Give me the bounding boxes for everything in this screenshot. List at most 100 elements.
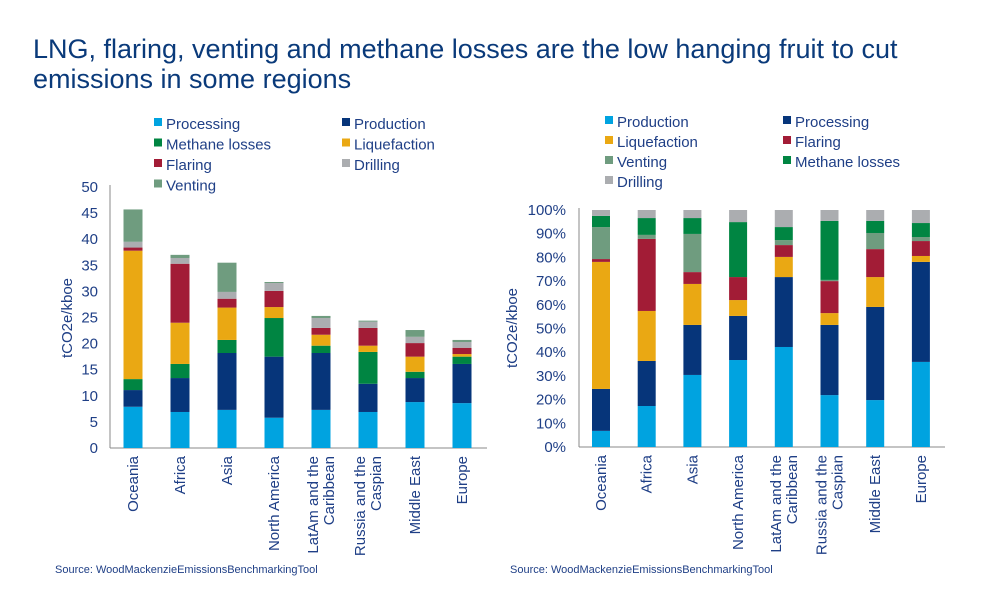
- bar-segment-flaring: [123, 247, 143, 251]
- y-tick-label: 70%: [536, 273, 566, 290]
- x-tick-label: Africa: [172, 455, 189, 494]
- bar-segment-flaring: [866, 249, 885, 278]
- bar-segment-processing: [774, 277, 793, 347]
- bar-segment-processing: [123, 406, 143, 448]
- bar-segment-production: [264, 356, 284, 418]
- bar-segment-flaring: [592, 259, 610, 262]
- bar-segment-liquefaction: [729, 300, 748, 316]
- bar-segment-venting: [123, 209, 143, 242]
- legend-swatch: [605, 156, 613, 164]
- bar-segment-processing: [911, 261, 930, 362]
- legend-label: Methane losses: [166, 137, 271, 154]
- bar-segment-liquefaction: [452, 354, 472, 357]
- bar-segment-methane-losses: [592, 215, 610, 228]
- y-tick-label: 10: [81, 388, 98, 405]
- bar-segment-venting: [358, 320, 378, 322]
- x-tick-label: LatAm and the: [768, 455, 785, 553]
- legend-swatch: [154, 159, 162, 167]
- bar-segment-liquefaction: [405, 356, 425, 372]
- x-tick-label: Russia and the: [814, 455, 831, 555]
- bar-segment-processing: [217, 409, 237, 448]
- x-tick-label: Europe: [913, 455, 930, 503]
- bar-segment-processing: [452, 403, 472, 448]
- bar-segment-production: [170, 378, 190, 412]
- bar-segment-venting: [170, 254, 190, 258]
- legend-label: Production: [617, 114, 689, 131]
- legend-swatch: [783, 116, 791, 124]
- legend-label: Liquefaction: [617, 134, 698, 151]
- x-tick-label: Russia and the: [352, 456, 369, 556]
- x-tick-label: North America: [266, 455, 283, 551]
- bar-segment-liquefaction: [123, 250, 143, 380]
- bar-segment-liquefaction: [170, 322, 190, 364]
- bar-segment-methane-losses: [774, 227, 793, 241]
- bar-segment-venting: [405, 330, 425, 337]
- legend-label: Production: [354, 116, 426, 133]
- legend-swatch: [154, 118, 162, 126]
- legend-label: Venting: [166, 178, 216, 195]
- bar-segment-production: [405, 378, 425, 403]
- bar-segment-liquefaction: [592, 261, 610, 389]
- bar-segment-drilling: [820, 210, 839, 221]
- bar-segment-flaring: [358, 327, 378, 346]
- legend-swatch: [154, 138, 162, 147]
- bar-segment-flaring: [911, 241, 930, 256]
- y-axis-label: tCO2e/kboe: [504, 288, 521, 368]
- bar-segment-flaring: [637, 238, 656, 311]
- bar-segment-methane-losses: [820, 220, 839, 280]
- y-tick-label: 30: [81, 283, 98, 300]
- y-tick-label: 0%: [544, 439, 566, 456]
- bar-segment-drilling: [311, 318, 331, 328]
- x-tick-label: Caspian: [368, 456, 385, 511]
- bar-segment-production: [820, 395, 839, 447]
- slide-title: LNG, flaring, venting and methane losses…: [33, 34, 898, 94]
- bar-segment-liquefaction: [866, 277, 885, 307]
- bar-segment-flaring: [774, 245, 793, 257]
- bar-segment-methane-losses: [452, 356, 472, 364]
- bar-segment-venting: [866, 232, 885, 250]
- bar-segment-flaring: [820, 281, 839, 314]
- bar-segment-flaring: [170, 263, 190, 323]
- bar-segment-production: [866, 400, 885, 447]
- bar-segment-methane-losses: [683, 218, 702, 234]
- x-tick-label: Middle East: [867, 454, 884, 533]
- y-tick-label: 5: [90, 414, 98, 431]
- y-tick-label: 50: [81, 179, 98, 196]
- bar-segment-processing: [405, 402, 425, 448]
- bar-segment-drilling: [405, 336, 425, 344]
- legend-label: Drilling: [617, 174, 663, 191]
- bar-segment-drilling: [264, 283, 284, 291]
- x-tick-label: Oceania: [125, 455, 142, 512]
- bar-segment-venting: [217, 262, 237, 292]
- y-tick-label: 35: [81, 257, 98, 274]
- legend-label: Drilling: [354, 157, 400, 174]
- bar-segment-drilling: [217, 291, 237, 299]
- bar-segment-drilling: [866, 210, 885, 221]
- y-tick-label: 15: [81, 362, 98, 379]
- x-tick-label: Africa: [639, 454, 656, 493]
- bar-segment-production: [358, 383, 378, 412]
- bar-segment-processing: [264, 417, 284, 448]
- bar-segment-drilling: [452, 342, 472, 348]
- bar-segment-liquefaction: [774, 256, 793, 278]
- legend-label: Flaring: [166, 157, 212, 174]
- bar-segment-drilling: [729, 210, 748, 223]
- legend-swatch: [342, 159, 350, 167]
- bar-segment-production: [683, 374, 702, 447]
- bar-segment-methane-losses: [311, 345, 331, 353]
- bar-segment-venting: [774, 240, 793, 246]
- x-tick-label: Oceania: [593, 454, 610, 511]
- bar-segment-methane-losses: [405, 371, 425, 379]
- y-tick-label: 20%: [536, 392, 566, 409]
- bar-segment-methane-losses: [729, 222, 748, 278]
- x-tick-label: Asia: [684, 454, 701, 484]
- legend-swatch: [783, 136, 791, 144]
- legend-swatch: [605, 116, 613, 124]
- legend-swatch: [342, 118, 350, 126]
- bar-segment-liquefaction: [264, 307, 284, 319]
- y-tick-label: 80%: [536, 249, 566, 266]
- legend-swatch: [154, 179, 162, 188]
- bar-segment-flaring: [729, 277, 748, 301]
- legend-label: Processing: [166, 116, 240, 133]
